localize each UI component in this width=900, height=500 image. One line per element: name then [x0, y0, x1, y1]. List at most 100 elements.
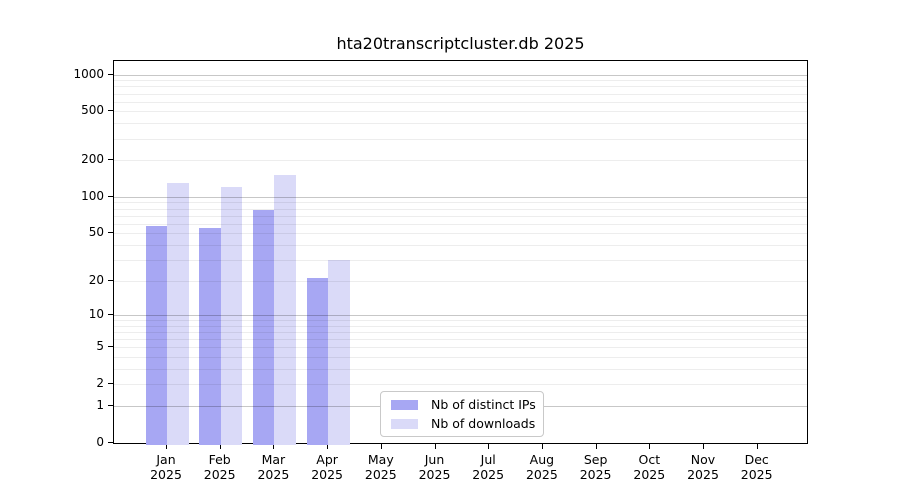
y-tick-label-50: 50 — [88, 225, 104, 240]
y-tick-200 — [108, 159, 113, 161]
x-tick-label-dec: Dec 2025 — [729, 452, 785, 482]
gridline-60 — [114, 223, 807, 225]
gridline-700 — [114, 93, 807, 95]
legend-label-downloads: Nb of downloads — [431, 416, 536, 431]
x-tick-month-mar: Mar — [261, 452, 286, 467]
gridline-80 — [114, 208, 807, 210]
x-tick-feb — [219, 444, 221, 449]
bar-distinct-ips-apr — [306, 278, 329, 445]
x-tick-label-aug: Aug 2025 — [514, 452, 570, 482]
chart-title: hta20transcriptcluster.db 2025 — [336, 34, 585, 53]
bar-downloads-jan — [167, 183, 189, 445]
legend-label-distinct-ips: Nb of distinct IPs — [431, 397, 536, 412]
y-tick-2 — [108, 383, 113, 385]
y-tick-label-1: 1 — [96, 398, 104, 412]
gridline-800 — [114, 86, 807, 88]
bar-distinct-ips-mar — [252, 209, 275, 445]
x-tick-year-nov: 2025 — [687, 467, 719, 482]
x-tick-label-oct: Oct 2025 — [621, 452, 677, 482]
gridline-500 — [114, 111, 807, 113]
y-tick-label-500: 500 — [81, 103, 104, 118]
y-tick-label-5: 5 — [96, 339, 104, 354]
x-tick-month-may: May — [367, 452, 394, 467]
y-tick-100 — [108, 195, 113, 197]
y-tick-10 — [108, 314, 113, 316]
x-tick-month-nov: Nov — [690, 452, 716, 467]
bar-downloads-apr — [328, 259, 350, 445]
bar-distinct-ips-jan — [145, 226, 167, 445]
gridline-1000 — [114, 74, 807, 76]
x-tick-month-jun: Jun — [424, 452, 445, 467]
bar-downloads-mar — [274, 174, 296, 445]
y-tick-label-0: 0 — [96, 435, 104, 449]
x-tick-label-may: May 2025 — [353, 452, 409, 482]
x-tick-month-oct: Oct — [638, 452, 661, 467]
x-tick-month-apr: Apr — [316, 452, 338, 467]
gridline-400 — [114, 123, 807, 125]
x-tick-label-sep: Sep 2025 — [568, 452, 624, 482]
x-tick-year-sep: 2025 — [579, 467, 612, 482]
x-tick-year-dec: 2025 — [740, 467, 773, 482]
y-tick-label-100: 100 — [81, 188, 104, 203]
x-tick-label-mar: Mar 2025 — [245, 452, 301, 482]
y-tick-5 — [108, 346, 113, 348]
gridline-100 — [114, 196, 807, 198]
gridline-600 — [114, 101, 807, 103]
x-tick-label-nov: Nov 2025 — [675, 452, 731, 482]
x-tick-month-jul: Jul — [480, 452, 496, 467]
legend-swatch-downloads — [391, 418, 418, 429]
x-tick-year-apr: 2025 — [311, 467, 343, 482]
gridline-70 — [114, 215, 807, 217]
y-tick-20 — [108, 279, 113, 281]
x-tick-month-dec: Dec — [744, 452, 769, 467]
gridline-900 — [114, 80, 807, 82]
x-tick-label-apr: Apr 2025 — [299, 452, 355, 482]
legend-swatch-distinct-ips — [391, 399, 418, 410]
y-tick-1 — [108, 405, 113, 406]
x-tick-jan — [166, 444, 167, 449]
plot-area — [113, 60, 808, 445]
x-tick-may — [380, 444, 382, 449]
x-tick-month-jan: Jan — [156, 452, 176, 467]
y-tick-label-1000: 1000 — [73, 66, 104, 81]
x-tick-apr — [327, 444, 329, 449]
x-tick-dec — [756, 444, 758, 449]
x-tick-year-jun: 2025 — [418, 467, 451, 482]
x-tick-label-jan: Jan 2025 — [138, 452, 194, 482]
x-tick-sep — [595, 444, 597, 449]
x-tick-year-jul: 2025 — [472, 467, 505, 482]
x-tick-label-jul: Jul 2025 — [460, 452, 516, 482]
x-tick-year-feb: 2025 — [203, 467, 236, 482]
x-tick-jun — [434, 444, 436, 449]
y-tick-500 — [108, 110, 113, 112]
x-tick-year-mar: 2025 — [257, 467, 290, 482]
x-tick-month-aug: Aug — [529, 452, 555, 467]
y-tick-0 — [108, 442, 113, 443]
x-tick-aug — [541, 444, 543, 449]
gridline-200 — [114, 160, 807, 162]
x-tick-year-jan: 2025 — [150, 467, 182, 482]
y-tick-label-20: 20 — [88, 272, 104, 287]
y-tick-label-200: 200 — [81, 152, 104, 167]
x-tick-nov — [703, 444, 704, 449]
gridline-90 — [114, 202, 807, 204]
x-tick-month-feb: Feb — [208, 452, 231, 467]
y-tick-1000 — [108, 73, 113, 75]
bar-distinct-ips-feb — [199, 228, 221, 445]
x-tick-jul — [488, 444, 490, 449]
x-tick-label-feb: Feb 2025 — [192, 452, 248, 482]
x-tick-year-aug: 2025 — [525, 467, 558, 482]
legend-item-downloads: Nb of downloads — [387, 416, 537, 432]
y-tick-label-10: 10 — [88, 307, 104, 322]
y-tick-label-2: 2 — [96, 376, 104, 391]
x-tick-year-may: 2025 — [364, 467, 397, 482]
x-tick-mar — [273, 444, 275, 449]
gridline-300 — [114, 138, 807, 140]
x-tick-label-jun: Jun 2025 — [407, 452, 463, 482]
x-tick-month-sep: Sep — [583, 452, 608, 467]
x-tick-oct — [649, 444, 651, 449]
legend-item-distinct-ips: Nb of distinct IPs — [387, 397, 537, 413]
x-tick-year-oct: 2025 — [633, 467, 666, 482]
y-tick-50 — [108, 232, 113, 234]
